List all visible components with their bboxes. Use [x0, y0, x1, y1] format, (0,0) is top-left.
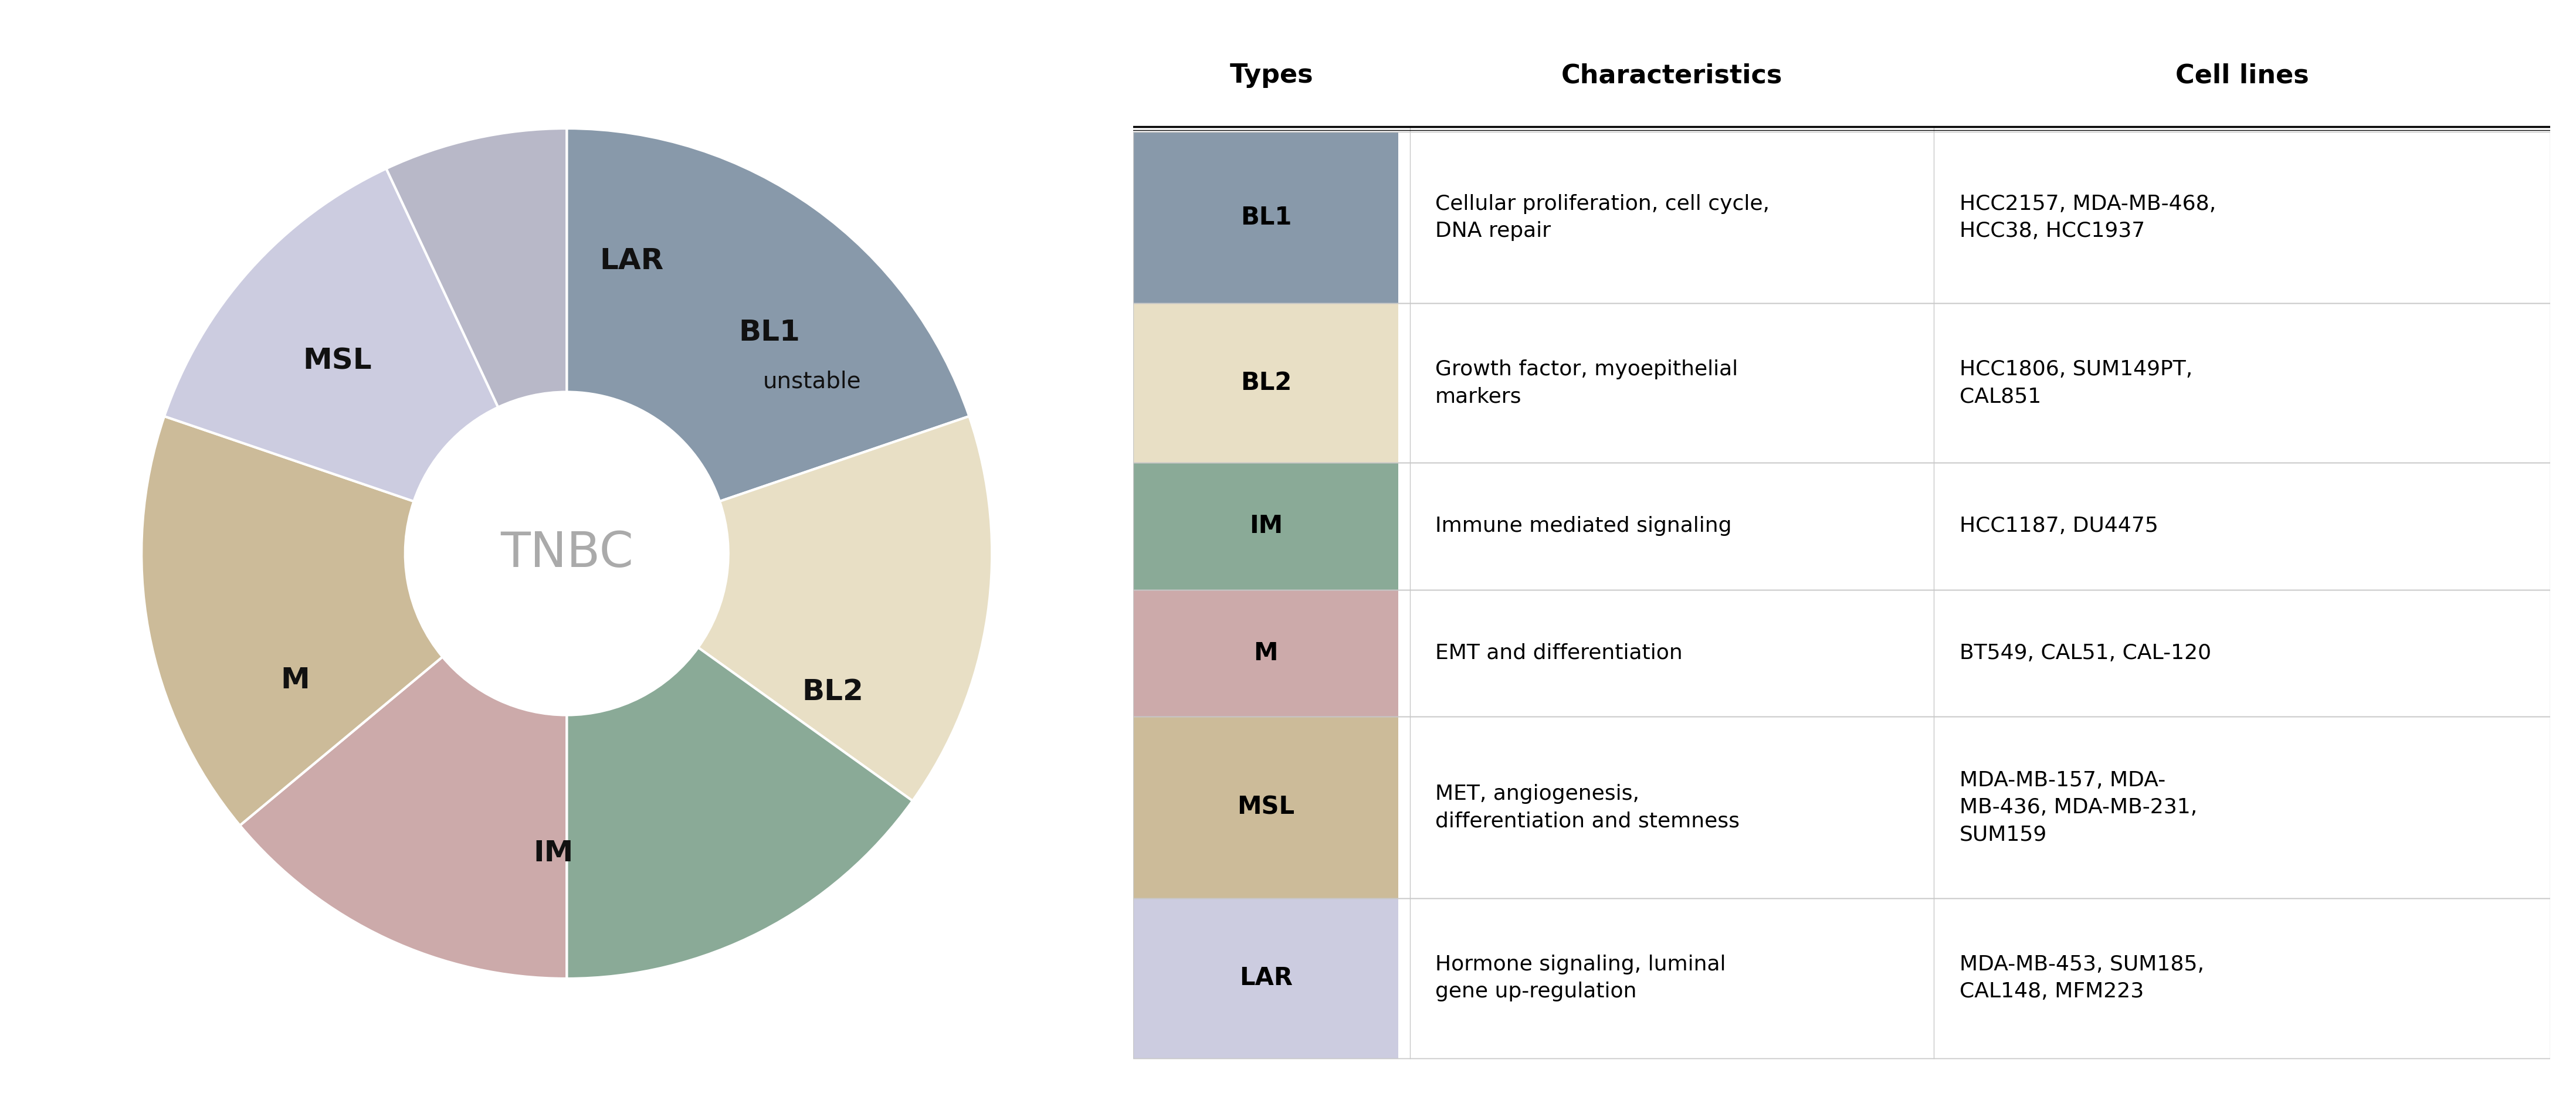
Bar	[1133, 303, 2550, 463]
Text: BL2: BL2	[1239, 371, 1291, 395]
Text: Cellular proliferation, cell cycle,
DNA repair: Cellular proliferation, cell cycle, DNA …	[1435, 194, 1770, 241]
Text: IM: IM	[533, 839, 574, 867]
Text: MSL: MSL	[1236, 795, 1296, 819]
Text: unstable: unstable	[762, 371, 860, 393]
Bar	[1133, 590, 2550, 716]
Wedge shape	[567, 128, 969, 501]
Text: MDA-MB-157, MDA-
MB-436, MDA-MB-231,
SUM159: MDA-MB-157, MDA- MB-436, MDA-MB-231, SUM…	[1960, 770, 2197, 845]
Bar	[1133, 463, 2550, 590]
Wedge shape	[698, 416, 992, 800]
Wedge shape	[165, 168, 497, 501]
Wedge shape	[567, 648, 912, 979]
Text: BL2: BL2	[801, 677, 863, 706]
Wedge shape	[240, 656, 567, 979]
Text: MSL: MSL	[301, 346, 371, 375]
FancyBboxPatch shape	[1133, 463, 1399, 590]
Text: BT549, CAL51, CAL-120: BT549, CAL51, CAL-120	[1960, 643, 2210, 663]
Text: M: M	[281, 666, 309, 694]
Text: BL1: BL1	[1239, 205, 1291, 230]
Wedge shape	[142, 416, 443, 826]
Text: Growth factor, myoepithelial
markers: Growth factor, myoepithelial markers	[1435, 360, 1739, 406]
FancyBboxPatch shape	[1133, 590, 1399, 716]
Text: MDA-MB-453, SUM185,
CAL148, MFM223: MDA-MB-453, SUM185, CAL148, MFM223	[1960, 954, 2205, 1002]
Text: HCC1806, SUM149PT,
CAL851: HCC1806, SUM149PT, CAL851	[1960, 360, 2192, 406]
Text: HCC1187, DU4475: HCC1187, DU4475	[1960, 516, 2159, 536]
Text: Characteristics: Characteristics	[1561, 63, 1783, 87]
FancyBboxPatch shape	[1133, 303, 1399, 463]
Text: IM: IM	[1249, 514, 1283, 538]
Text: Hormone signaling, luminal
gene up-regulation: Hormone signaling, luminal gene up-regul…	[1435, 954, 1726, 1002]
Bar	[1133, 716, 2550, 898]
Text: Types: Types	[1229, 63, 1314, 87]
Text: HCC2157, MDA-MB-468,
HCC38, HCC1937: HCC2157, MDA-MB-468, HCC38, HCC1937	[1960, 194, 2215, 241]
Text: M: M	[1255, 641, 1278, 665]
Text: EMT and differentiation: EMT and differentiation	[1435, 643, 1682, 663]
Text: TNBC: TNBC	[500, 530, 634, 577]
Text: MET, angiogenesis,
differentiation and stemness: MET, angiogenesis, differentiation and s…	[1435, 784, 1739, 831]
FancyBboxPatch shape	[1133, 898, 1399, 1058]
FancyBboxPatch shape	[1133, 132, 1399, 303]
Bar	[1133, 898, 2550, 1058]
Text: BL1: BL1	[739, 319, 801, 346]
Wedge shape	[386, 128, 567, 407]
FancyBboxPatch shape	[1133, 716, 1399, 898]
Circle shape	[404, 392, 729, 715]
Text: LAR: LAR	[600, 247, 665, 275]
Text: LAR: LAR	[1239, 966, 1293, 991]
Bar	[1133, 132, 2550, 303]
Text: Cell lines: Cell lines	[2174, 63, 2308, 87]
Text: Immune mediated signaling: Immune mediated signaling	[1435, 516, 1731, 536]
